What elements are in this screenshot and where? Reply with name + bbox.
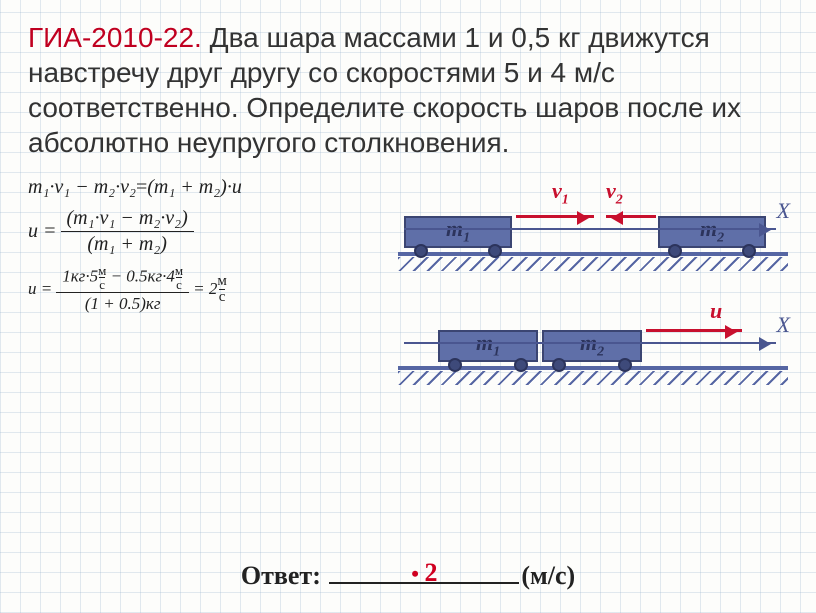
label-v2: v2 [606, 178, 623, 208]
cart-m2-before: m2 [658, 216, 766, 248]
eq1-eq: = [136, 176, 147, 199]
scene-after: m1 m2 u X [398, 286, 788, 382]
axis-x-label-after: X [777, 312, 790, 338]
scene-before: m1 m2 v1 v2 X [398, 172, 788, 268]
eq3-rhs: = 2 [193, 279, 217, 299]
arrow-v1 [516, 215, 594, 218]
diagrams: m1 m2 v1 v2 X [398, 168, 788, 382]
label-u: u [710, 298, 722, 324]
axis-x-before [404, 228, 776, 230]
cart-m2-after: m2 [542, 330, 642, 362]
eq1-rhs: (m₁ + m₂)·u [147, 176, 242, 199]
cart-m1-after: m1 [438, 330, 538, 362]
axis-x-label-before: X [777, 198, 790, 224]
eq3-lhs: u = [28, 279, 52, 299]
arrow-v2 [606, 215, 656, 218]
cart-m1-before: m1 [404, 216, 512, 248]
arrow-u [646, 329, 742, 332]
axis-x-after [404, 342, 776, 344]
eq2-den: (m₁ + m₂) [81, 233, 173, 256]
label-v1: v1 [552, 178, 569, 208]
equation-u-numeric: u = 1кг·5мс − 0.5кг·4мс (1 + 0.5)кг = 2м… [28, 264, 388, 314]
answer-line: Ответ: 2 (м/с) [0, 561, 816, 591]
problem-label: ГИА-2010-22. [28, 22, 202, 53]
equation-u-symbolic: u = (m₁·v₁ − m₂·v₂) (m₁ + m₂) [28, 207, 388, 256]
equation-momentum: m₁·v₁ − m₂·v₂ = (m₁ + m₂)·u [28, 176, 388, 199]
formulas-block: m₁·v₁ − m₂·v₂ = (m₁ + m₂)·u u = (m₁·v₁ −… [28, 168, 388, 322]
eq3-num-a: 1кг·5 [62, 266, 98, 285]
problem-text: ГИА-2010-22. Два шара массами 1 и 0,5 кг… [28, 20, 788, 160]
eq3-den: (1 + 0.5)кг [79, 294, 167, 314]
answer-unit: (м/с) [521, 561, 575, 590]
eq2-lhs: u = [28, 220, 57, 243]
eq2-num: (m₁·v₁ − m₂·v₂) [61, 207, 194, 230]
answer-value: 2 [411, 558, 437, 588]
eq1-lhs: m₁·v₁ − m₂·v₂ [28, 176, 136, 199]
eq3-num-b: − 0.5кг·4 [106, 266, 175, 285]
answer-label: Ответ: [241, 561, 328, 590]
